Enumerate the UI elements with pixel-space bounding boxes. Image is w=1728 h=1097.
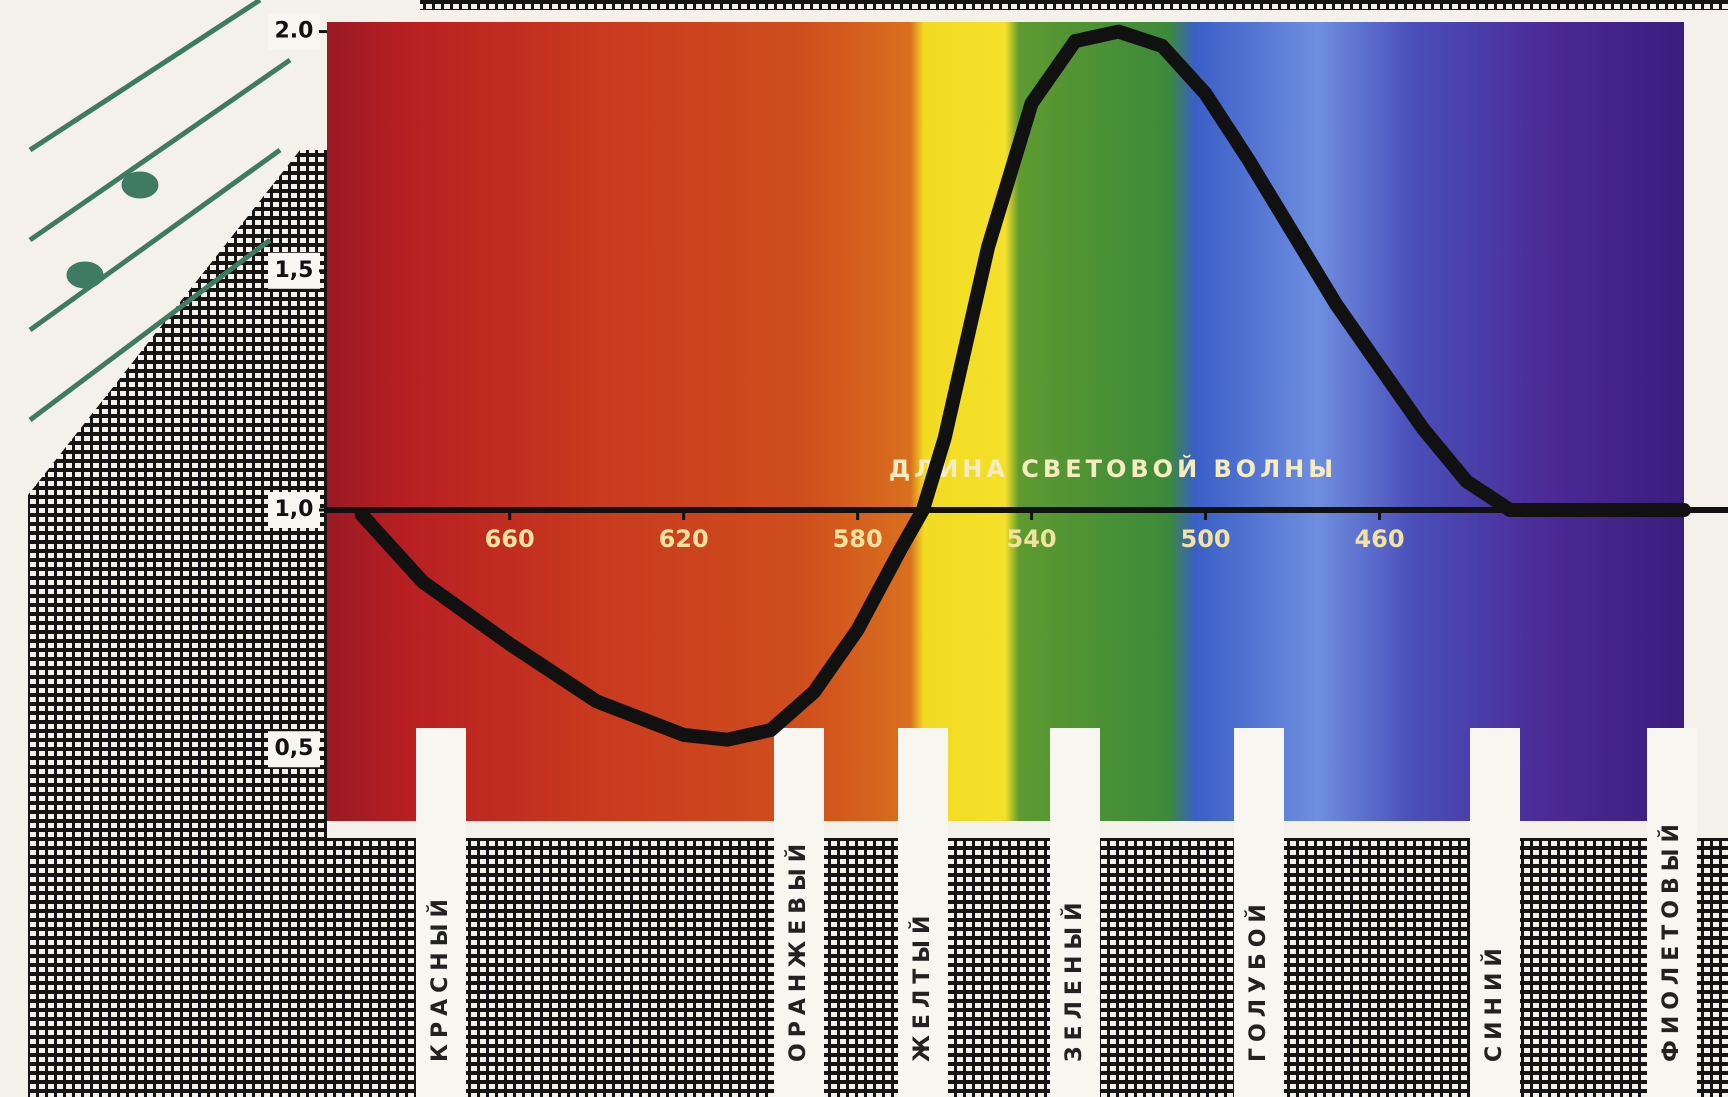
spectrum [327,22,1684,821]
color-name: ФИОЛЕТОВЫЙ [1658,818,1684,1062]
chart: КРАСНЫЙ ОРАНЖЕВЫЙ ЖЕЛТЫЙ ЗЕЛЕНЫЙ ГОЛУБОЙ СИНИ… [0,0,1728,1097]
x-tick-label: 500 [1181,525,1231,553]
page: КРАСНЫЙ ОРАНЖЕВЫЙ ЖЕЛТЫЙ ЗЕЛЕНЫЙ ГОЛУБОЙ СИНИ… [0,0,1728,1097]
color-name: ОРАНЖЕВЫЙ [785,838,811,1062]
y-tick-label: 1,5 [275,258,314,283]
color-name: ЗЕЛЕНЫЙ [1061,896,1087,1062]
hatched-strip [420,0,1728,10]
color-name: ЖЕЛТЫЙ [909,910,935,1062]
x-tick-label: 580 [833,525,883,553]
x-axis-label: ДЛИНА СВЕТОВОЙ ВОЛНЫ [889,454,1337,483]
color-name: ГОЛУБОЙ [1245,898,1271,1062]
y-tick-label: 2.0 [275,19,314,44]
x-tick-label: 660 [485,525,535,553]
x-tick-label: 460 [1354,525,1404,553]
x-tick-label: 620 [659,525,709,553]
y-tick-label: 0,5 [275,736,314,761]
x-tick-label: 540 [1007,525,1057,553]
y-tick-label: 1,0 [275,497,314,522]
color-name: СИНИЙ [1481,942,1507,1062]
color-name: КРАСНЫЙ [427,893,453,1062]
